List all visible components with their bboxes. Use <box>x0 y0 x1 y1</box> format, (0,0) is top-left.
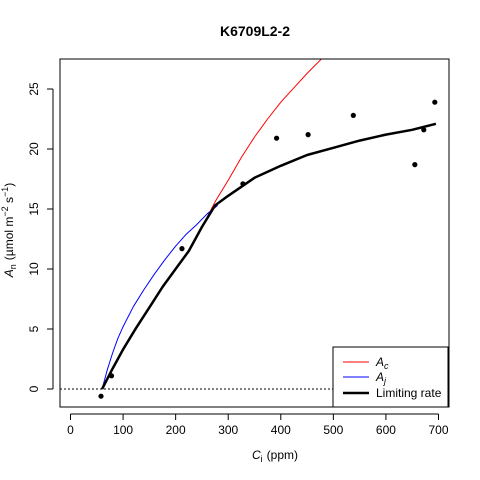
plot-frame <box>59 58 450 408</box>
x-tick-label: 200 <box>166 423 186 437</box>
legend-label-ac-sub: c <box>384 361 389 371</box>
legend-label-ac: Ac <box>375 355 389 371</box>
data-point <box>240 181 246 187</box>
x-tick-label: 700 <box>428 423 448 437</box>
y-tick-label: 0 <box>27 385 41 392</box>
y-tick-label: 5 <box>27 325 41 332</box>
legend-label-ac-main: A <box>375 355 384 369</box>
y-axis-label-unit-suffix: ) <box>2 183 16 187</box>
x-tick-label: 500 <box>323 423 343 437</box>
y-tick-label: 10 <box>27 262 41 276</box>
y-tick-label: 20 <box>27 142 41 156</box>
x-axis-label-main: C <box>252 448 261 462</box>
x-tick-label: 600 <box>376 423 396 437</box>
x-tick-label: 400 <box>271 423 291 437</box>
y-axis-label-exp2: −1 <box>0 187 10 197</box>
x-axis: 0 100 200 300 400 500 600 700 <box>67 413 449 437</box>
series-line-limiting <box>100 122 437 390</box>
x-axis-label-unit: (ppm) <box>267 448 298 462</box>
data-point <box>421 127 427 133</box>
y-axis-label-exp1: −2 <box>0 206 10 216</box>
data-point <box>273 135 280 141</box>
legend-label-aj-sub: j <box>383 376 387 386</box>
data-point <box>412 162 418 168</box>
x-tick-label: 300 <box>218 423 238 437</box>
legend-label-aj-main: A <box>375 370 384 384</box>
x-tick-label: 0 <box>67 423 74 437</box>
x-axis-label: Ci (ppm) <box>252 448 298 464</box>
y-axis-label-unit-prefix: (µmol m <box>2 217 16 261</box>
points-layer <box>98 99 438 399</box>
data-point <box>432 99 438 105</box>
data-point <box>305 132 311 138</box>
legend-label-limiting: Limiting rate <box>376 386 442 400</box>
y-axis-label-unit-mid: s <box>2 197 16 206</box>
data-point <box>179 246 185 252</box>
data-point <box>350 112 356 118</box>
data-point <box>108 373 115 379</box>
series-layer <box>100 59 437 390</box>
legend: Ac Aj Limiting rate <box>332 346 449 408</box>
y-tick-label: 15 <box>27 202 41 216</box>
y-axis-label-sub: n <box>8 264 18 269</box>
y-axis-label: An (µmol m−2 s−1) <box>0 183 18 278</box>
series-line-aj <box>101 205 219 390</box>
x-tick-label: 100 <box>113 423 133 437</box>
chart-title: K6709L2-2 <box>220 23 290 39</box>
y-tick-label: 25 <box>27 82 41 96</box>
data-point <box>98 393 104 399</box>
legend-label-aj: Aj <box>375 370 387 386</box>
x-axis-label-sub: i <box>261 454 263 464</box>
y-axis: 0 5 10 15 20 25 <box>27 82 54 392</box>
y-axis-label-main: A <box>2 269 16 278</box>
